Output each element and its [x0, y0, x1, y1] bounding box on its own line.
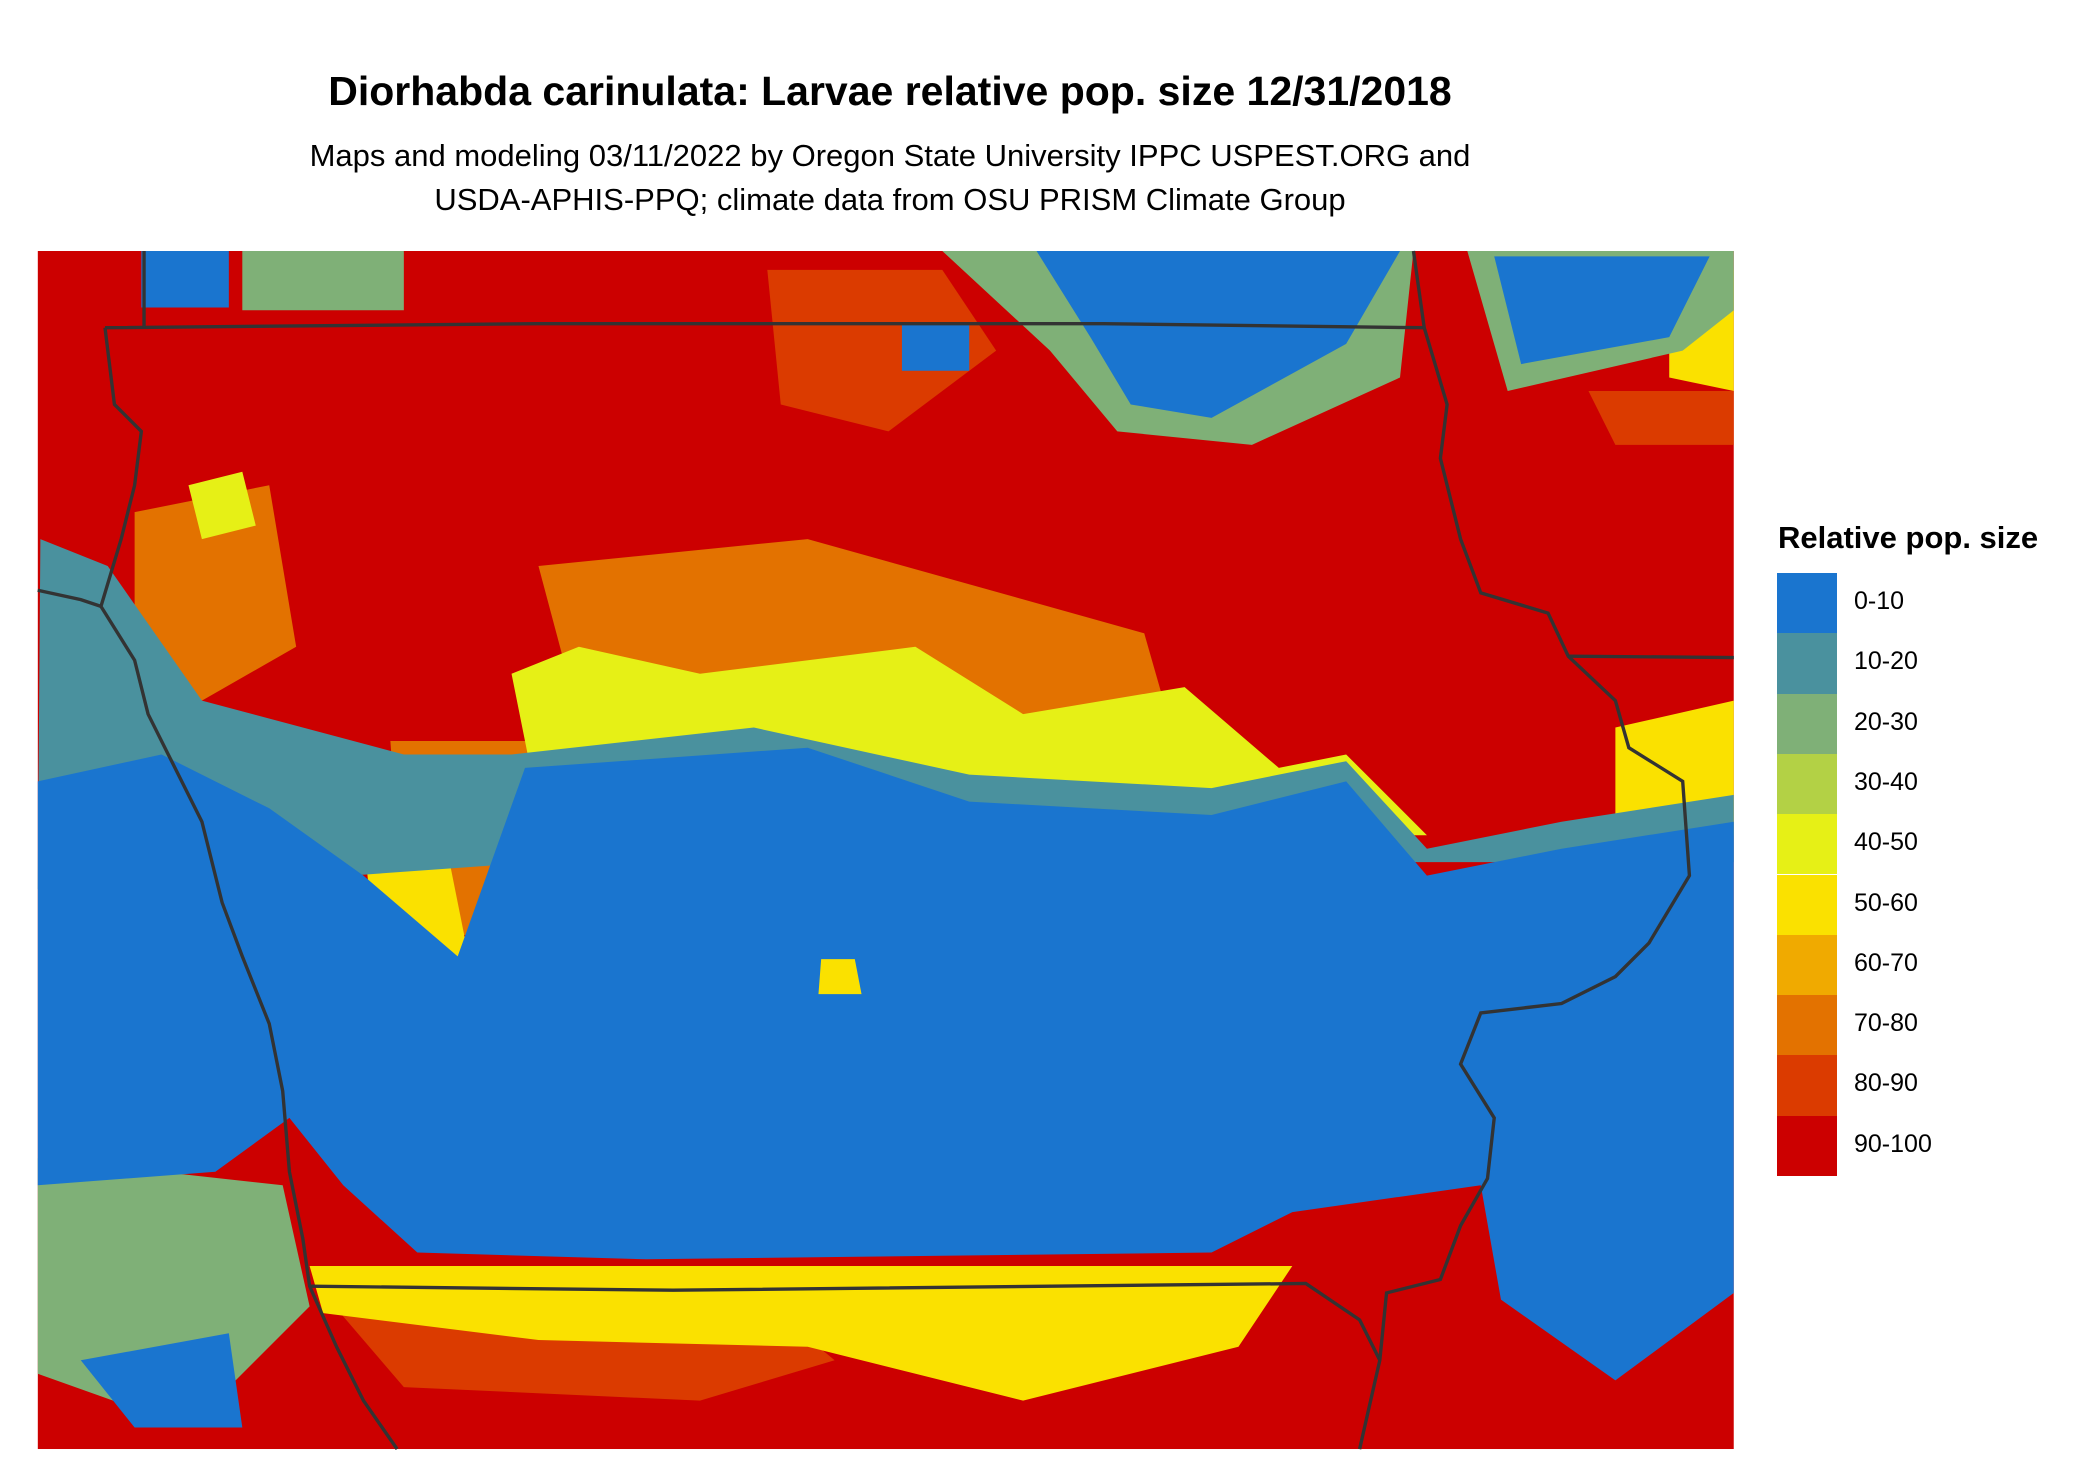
legend-item: 0-10 [1777, 573, 2077, 634]
legend-title: Relative pop. size [1778, 520, 2039, 555]
region-50-60 [309, 1266, 1293, 1401]
legend-swatch [1777, 753, 1837, 815]
legend-label: 40-50 [1854, 828, 1918, 857]
legend-item: 90-100 [1777, 1115, 2077, 1176]
region-0-10 [141, 251, 229, 308]
boundary-line [1568, 654, 1734, 660]
legend-label: 50-60 [1854, 888, 1918, 917]
region-0-10 [1494, 256, 1710, 365]
legend-swatch [1777, 874, 1837, 935]
region-20-30 [242, 251, 404, 311]
legend-label: 80-90 [1854, 1069, 1918, 1098]
boundary-line [309, 1281, 1382, 1361]
region-0-10 [80, 1333, 243, 1428]
legend-swatch [1777, 1055, 1837, 1116]
boundary-line [1357, 250, 1692, 1450]
legend-item: 40-50 [1777, 814, 2077, 875]
region-40-50 [188, 471, 256, 540]
legend-swatch [1777, 573, 1837, 634]
legend-item: 30-40 [1777, 753, 2077, 815]
map-title: Diorhabda carinulata: Larvae relative po… [328, 68, 1452, 114]
legend-item: 50-60 [1777, 874, 2077, 935]
legend-item: 10-20 [1777, 633, 2077, 694]
region-50-60 [818, 959, 862, 995]
legend-label: 70-80 [1854, 1009, 1918, 1038]
region-70-80 [134, 485, 297, 701]
legend-item: 60-70 [1777, 934, 2077, 996]
legend-item: 80-90 [1777, 1055, 2077, 1116]
legend-swatch [1777, 633, 1837, 694]
legend-label: 30-40 [1854, 767, 1918, 796]
region-0-10 [1036, 251, 1400, 418]
legend-swatch [1777, 693, 1837, 754]
region-80-90 [1588, 391, 1734, 445]
boundary-line [37, 588, 102, 608]
boundary-line [104, 322, 1425, 330]
legend-label: 0-10 [1854, 587, 1905, 615]
boundary-line [99, 327, 399, 1451]
map-subtitle-line-1: Maps and modeling 03/11/2022 by Oregon S… [309, 138, 1471, 173]
region-0-10 [901, 323, 970, 371]
legend-label: 10-20 [1854, 647, 1918, 676]
legend-label: 60-70 [1854, 948, 1918, 977]
legend-label: 20-30 [1854, 707, 1918, 736]
legend-item: 20-30 [1777, 693, 2077, 754]
state-boundaries [37, 250, 1734, 1451]
legend-item: 70-80 [1777, 995, 2077, 1056]
region-80-90 [767, 269, 997, 432]
legend-swatch [1777, 934, 1837, 996]
legend-swatch [1777, 995, 1837, 1056]
legend-swatch [1777, 1115, 1837, 1176]
region-0-10 [37, 747, 1734, 1381]
map-subtitle-line-2: USDA-APHIS-PPQ; climate data from OSU PR… [434, 182, 1346, 217]
legend-swatch [1777, 814, 1837, 875]
legend-label: 90-100 [1854, 1129, 1932, 1158]
